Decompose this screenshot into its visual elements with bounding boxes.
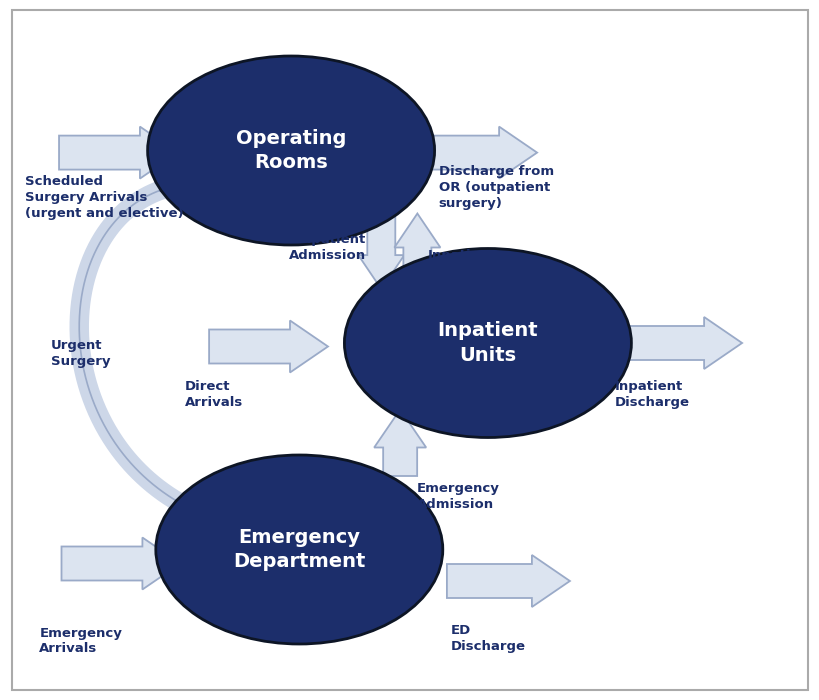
Text: Emergency
Admission: Emergency Admission: [416, 482, 499, 510]
Polygon shape: [159, 168, 210, 206]
Text: Emergency
Department: Emergency Department: [233, 528, 365, 571]
Text: Direct
Arrivals: Direct Arrivals: [184, 380, 242, 409]
Polygon shape: [394, 214, 440, 289]
Polygon shape: [59, 127, 178, 178]
Text: Inpatient
to Surgery: Inpatient to Surgery: [427, 248, 506, 278]
Text: ED
Discharge: ED Discharge: [450, 624, 525, 653]
Ellipse shape: [147, 56, 434, 245]
Polygon shape: [618, 317, 741, 369]
Polygon shape: [410, 127, 536, 178]
Polygon shape: [373, 410, 426, 476]
Polygon shape: [358, 214, 404, 289]
Text: Emergency
Arrivals: Emergency Arrivals: [39, 626, 122, 655]
Ellipse shape: [156, 455, 442, 644]
Polygon shape: [61, 538, 180, 589]
Text: Urgent
Surgery: Urgent Surgery: [51, 339, 111, 368]
Text: Inpatient
Units: Inpatient Units: [437, 321, 537, 365]
Text: Scheduled
Surgery Arrivals
(urgent and elective): Scheduled Surgery Arrivals (urgent and e…: [25, 175, 183, 220]
Text: Inpatient
Discharge: Inpatient Discharge: [614, 380, 689, 409]
Text: Surgical
Inpatient
Admission: Surgical Inpatient Admission: [289, 217, 366, 262]
Polygon shape: [209, 321, 328, 372]
Polygon shape: [446, 555, 569, 607]
Ellipse shape: [344, 248, 631, 438]
Text: Discharge from
OR (outpatient
surgery): Discharge from OR (outpatient surgery): [438, 164, 553, 209]
Text: Operating
Rooms: Operating Rooms: [236, 129, 346, 172]
